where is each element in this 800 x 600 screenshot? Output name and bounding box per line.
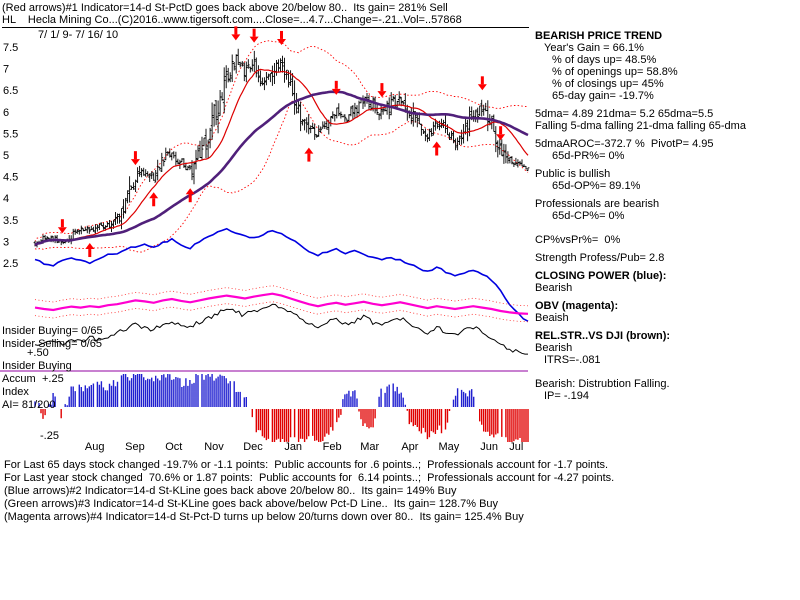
price-axis-tick: 7.5 [3,42,18,54]
sell-arrow-icon [477,84,487,91]
price-axis: 7.5 7 6.5 6 5.5 5 4.5 4 3.5 3 2.5 [3,42,18,270]
stat-line-24: IP= -.194 [544,390,589,402]
month-label: Nov [204,441,224,453]
price-axis-tick: 2.5 [3,258,18,270]
month-label: Apr [401,441,418,453]
date-range: 7/ 1/ 9- 7/ 16/ 10 [38,29,119,41]
obv-line [34,292,529,315]
sell-arrow-icon [57,227,67,234]
accumulation-histogram [34,374,529,442]
month-label: Sep [125,441,145,453]
stat-line-7: Falling 5-dma falling 21-dma falling 65-… [535,120,746,132]
price-axis-tick: 6.5 [3,85,18,97]
ma65-line [34,90,529,247]
stat-line-3: % of openings up= 58.8% [552,66,678,78]
month-label: Mar [360,441,379,453]
stat-line-11: 65d-OP%= 89.1% [552,180,641,192]
sell-arrow-icon [130,159,140,166]
ai-ratio: AI= 81/200 [2,399,56,411]
stat-line-9: 65d-PR%= 0% [552,150,625,162]
buy-arrow-icon [185,188,195,195]
stat-line-8: 5dmaAROC=-372.7 % PivotP= 4.95 [535,138,714,150]
stat-line-17: Bearish [535,282,573,294]
footer-line-5: (Magenta arrows)#4 Indicator=14-d St-Pct… [4,511,524,523]
price-axis-tick: 6 [3,107,9,119]
stat-line-20: REL.STR..VS DJI (brown): [535,330,671,342]
month-label: Dec [243,441,263,453]
month-axis: Aug Sep Oct Nov Dec Jan Feb Mar Apr May Jun Jul [85,441,523,453]
red-arrows-signal-header: (Red arrows)#1 Indicator=14-d St-PctD go… [2,2,448,14]
ma21-line [34,68,529,246]
month-label: May [439,441,460,453]
stat-line-6: 5dma= 4.89 21dma= 5.2 65dma=5.5 [535,108,714,120]
stat-line-19: Beaish [535,312,569,324]
stat-line-10: Public is bullish [535,168,611,180]
footer-line-1: For Last 65 days stock changed -19.7% or… [4,459,609,471]
accum-scale-minus25: -.25 [40,430,59,442]
stat-line-15: Strength Profess/Pub= 2.8 [535,252,665,264]
price-axis-tick: 3 [3,236,9,248]
signal-arrows [57,26,506,258]
price-axis-tick: 3.5 [3,215,18,227]
buy-arrow-icon [432,141,442,148]
bollinger-bands [34,40,529,253]
footer-line-3: (Blue arrows)#2 Indicator=14-d St-KLine … [4,485,457,497]
stat-line-22: ITRS=-.081 [544,354,601,366]
stat-line-12: Professionals are bearish [535,198,660,210]
stat-line-1: Year's Gain = 66.1% [544,42,644,54]
obv-envelope [34,285,529,323]
price-axis-tick: 5.5 [3,128,18,140]
stat-line-0: BEARISH PRICE TREND [535,30,663,42]
accum-scale-plus50: +.50 [27,347,49,359]
stat-line-23: Bearish: Distrubtion Falling. [535,378,670,390]
stat-line-13: 65d-CP%= 0% [552,210,625,222]
accum-index-label-3: Index [2,386,29,398]
accum-index-label-1: Insider Buying [2,360,72,372]
month-label: Aug [85,441,105,453]
insider-selling-count: Insider Selling= 0/65 [2,338,102,350]
sell-arrow-icon [249,36,259,43]
month-label: Oct [165,441,182,453]
month-label: Feb [323,441,342,453]
accum-scale-plus25: +.25 [42,373,64,385]
right-stats-panel: BEARISH PRICE TREND Year's Gain = 66.1%% … [535,0,799,600]
ticker-title-line: HL Hecla Mining Co...(C)2016..www.tigers… [2,14,529,28]
sell-arrow-icon [496,134,506,141]
buy-arrow-icon [85,243,95,250]
buy-arrow-icon [149,192,159,199]
month-label: Jan [284,441,302,453]
price-axis-tick: 7 [3,64,9,76]
stat-line-21: Bearish [535,342,573,354]
price-axis-tick: 5 [3,150,9,162]
price-axis-tick: 4.5 [3,172,18,184]
price-axis-tick: 4 [3,193,9,205]
accum-index-label-2: Accum [2,373,36,385]
footer-line-2: For Last year stock changed 70.6% or 1.8… [4,472,615,484]
sell-arrow-icon [277,38,286,45]
sell-arrow-icon [377,91,387,98]
sell-arrow-icon [231,34,241,41]
buy-arrow-icon [304,147,314,154]
stat-line-14: CP%vsPr%= 0% [535,234,621,246]
footer-line-4: (Green arrows)#3 Indicator=14-d St-KLine… [4,498,499,510]
month-label: Jun [480,441,498,453]
stat-line-4: % of closings up= 45% [552,78,664,90]
closing-power-line [34,227,529,322]
candlestick-series [33,48,530,248]
stat-line-5: 65-day gain= -19.7% [552,90,654,102]
stat-line-18: OBV (magenta): [535,300,619,312]
sell-arrow-icon [331,88,341,95]
month-label: Jul [509,441,523,453]
insider-buying-count: Insider Buying= 0/65 [2,325,103,337]
stat-line-2: % of days up= 48.5% [552,54,657,66]
stat-line-16: CLOSING POWER (blue): [535,270,667,282]
relative-strength-line [34,303,528,355]
